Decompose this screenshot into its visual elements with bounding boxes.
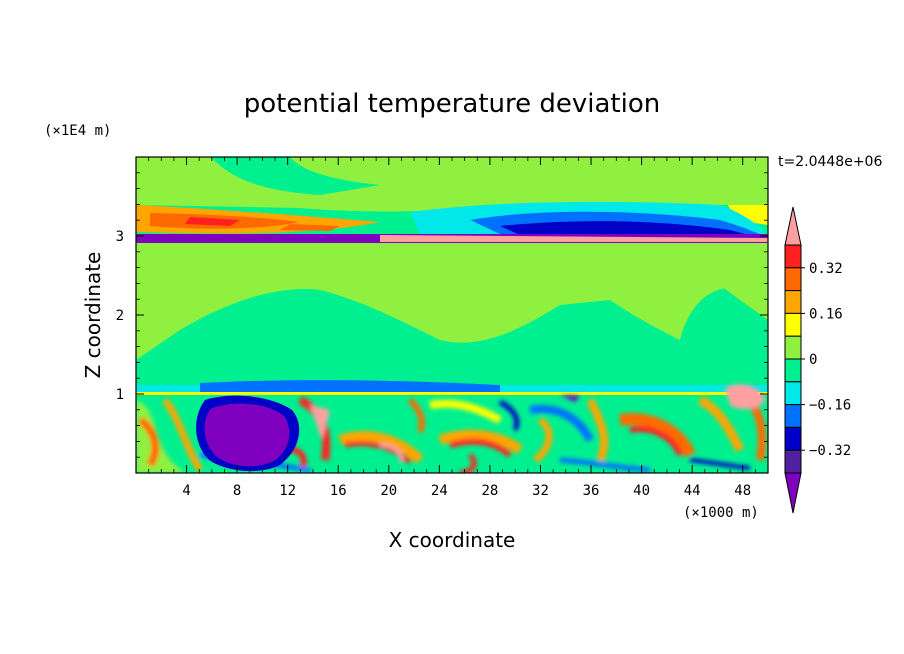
colorbar-box: [784, 426, 802, 451]
colorbar-box: [784, 449, 802, 474]
colorbar-box: [784, 267, 802, 292]
field-interface-lower-blue: [200, 380, 500, 393]
colorbar-box: [784, 335, 802, 360]
x-tick-label: 28: [481, 483, 498, 499]
x-axis: 4 8 12 16 20 24 28 32 36 40 44 48: [148, 157, 756, 499]
x-tick-label: 48: [734, 483, 751, 499]
x-unit-label: (×1000 m): [683, 505, 759, 521]
field-cold-eddy-core: [204, 403, 290, 467]
colorbar-label: −0.16: [809, 398, 851, 414]
x-tick-label: 20: [380, 483, 397, 499]
x-tick-label: 4: [182, 483, 190, 499]
plot-area: [136, 157, 768, 473]
colorbar-box: [784, 244, 802, 269]
x-tick-label: 44: [684, 483, 701, 499]
field-warm-core-2: [280, 224, 340, 231]
colorbar-box: [784, 312, 802, 337]
field-interface-lower-warm: [136, 392, 768, 395]
colorbar-extend-bottom: [784, 472, 802, 514]
y-axis-label: Z coordinate: [81, 252, 105, 379]
y-axis: 1 2 3: [116, 172, 768, 458]
x-tick-label: 36: [583, 483, 600, 499]
y-tick-label: 1: [116, 387, 124, 403]
field-interface-pink: [380, 235, 768, 242]
y-unit-label: (×1E4 m): [44, 123, 111, 139]
x-axis-label: X coordinate: [389, 528, 516, 552]
field-interface-edge: [136, 243, 768, 246]
field-mid-green: [136, 246, 768, 360]
colorbar-box: [784, 358, 802, 383]
chart-title: potential temperature deviation: [244, 89, 660, 119]
time-label: t=2.0448e+06: [778, 154, 882, 170]
x-tick-label: 32: [532, 483, 549, 499]
y-tick-label: 3: [116, 229, 124, 245]
colorbar-box: [784, 290, 802, 314]
x-tick-label: 8: [233, 483, 241, 499]
field-mid-green-right: [680, 250, 768, 320]
colorbar-label: −0.32: [809, 443, 851, 459]
colorbar-label: 0.16: [809, 306, 843, 322]
colorbar-box: [784, 404, 802, 428]
x-tick-label: 24: [431, 483, 448, 499]
field-cold-lens-3: [500, 221, 752, 236]
x-tick-label: 16: [330, 483, 347, 499]
colorbar-extend-top: [784, 206, 802, 246]
colorbar-label: 0.32: [809, 261, 843, 277]
colorbar-box: [784, 381, 802, 406]
field-turbulence: [136, 384, 766, 473]
field-upper-patch: [210, 157, 380, 195]
y-tick-label: 2: [116, 308, 124, 324]
colorbar: 0.32 0.16 0 −0.16 −0.32: [784, 206, 851, 514]
field-warm-peak: [185, 217, 240, 226]
x-tick-label: 40: [633, 483, 650, 499]
x-tick-label: 12: [279, 483, 296, 499]
colorbar-label: 0: [809, 352, 817, 368]
